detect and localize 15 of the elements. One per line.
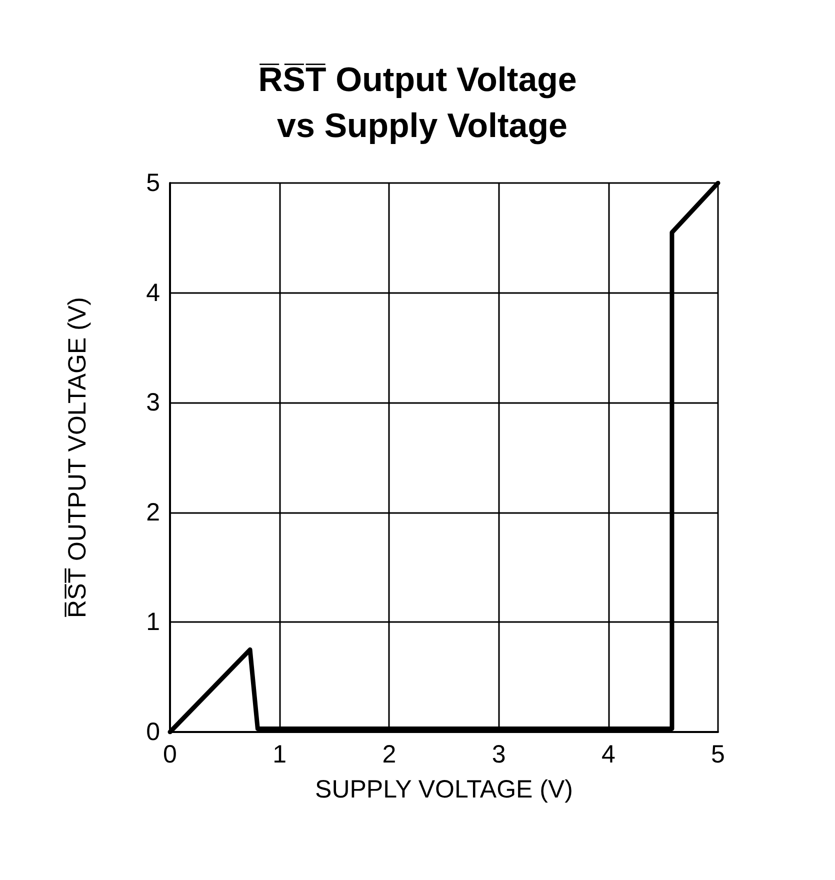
chart-title: R̅S̅T̅ Output Voltage vs Supply Voltage: [258, 61, 577, 145]
x-tick-label: 1: [272, 740, 287, 768]
x-tick-label: 2: [382, 740, 396, 768]
x-tick-label: 4: [601, 740, 616, 768]
x-tick-label: 5: [711, 740, 725, 768]
y-tick-label: 1: [146, 608, 160, 636]
y-axis-title: R̅S̅T̅ OUTPUT VOLTAGE (V): [64, 297, 92, 618]
x-tick-label: 3: [492, 740, 506, 768]
y-tick-label: 2: [146, 498, 160, 526]
y-tick-label: 4: [146, 278, 160, 307]
x-tick-label: 0: [163, 740, 177, 768]
y-tick-label: 5: [146, 169, 160, 197]
y-tick-label: 0: [146, 718, 160, 746]
x-axis-title: SUPPLY VOLTAGE (V): [315, 776, 573, 804]
y-tick-label: 3: [146, 388, 160, 417]
